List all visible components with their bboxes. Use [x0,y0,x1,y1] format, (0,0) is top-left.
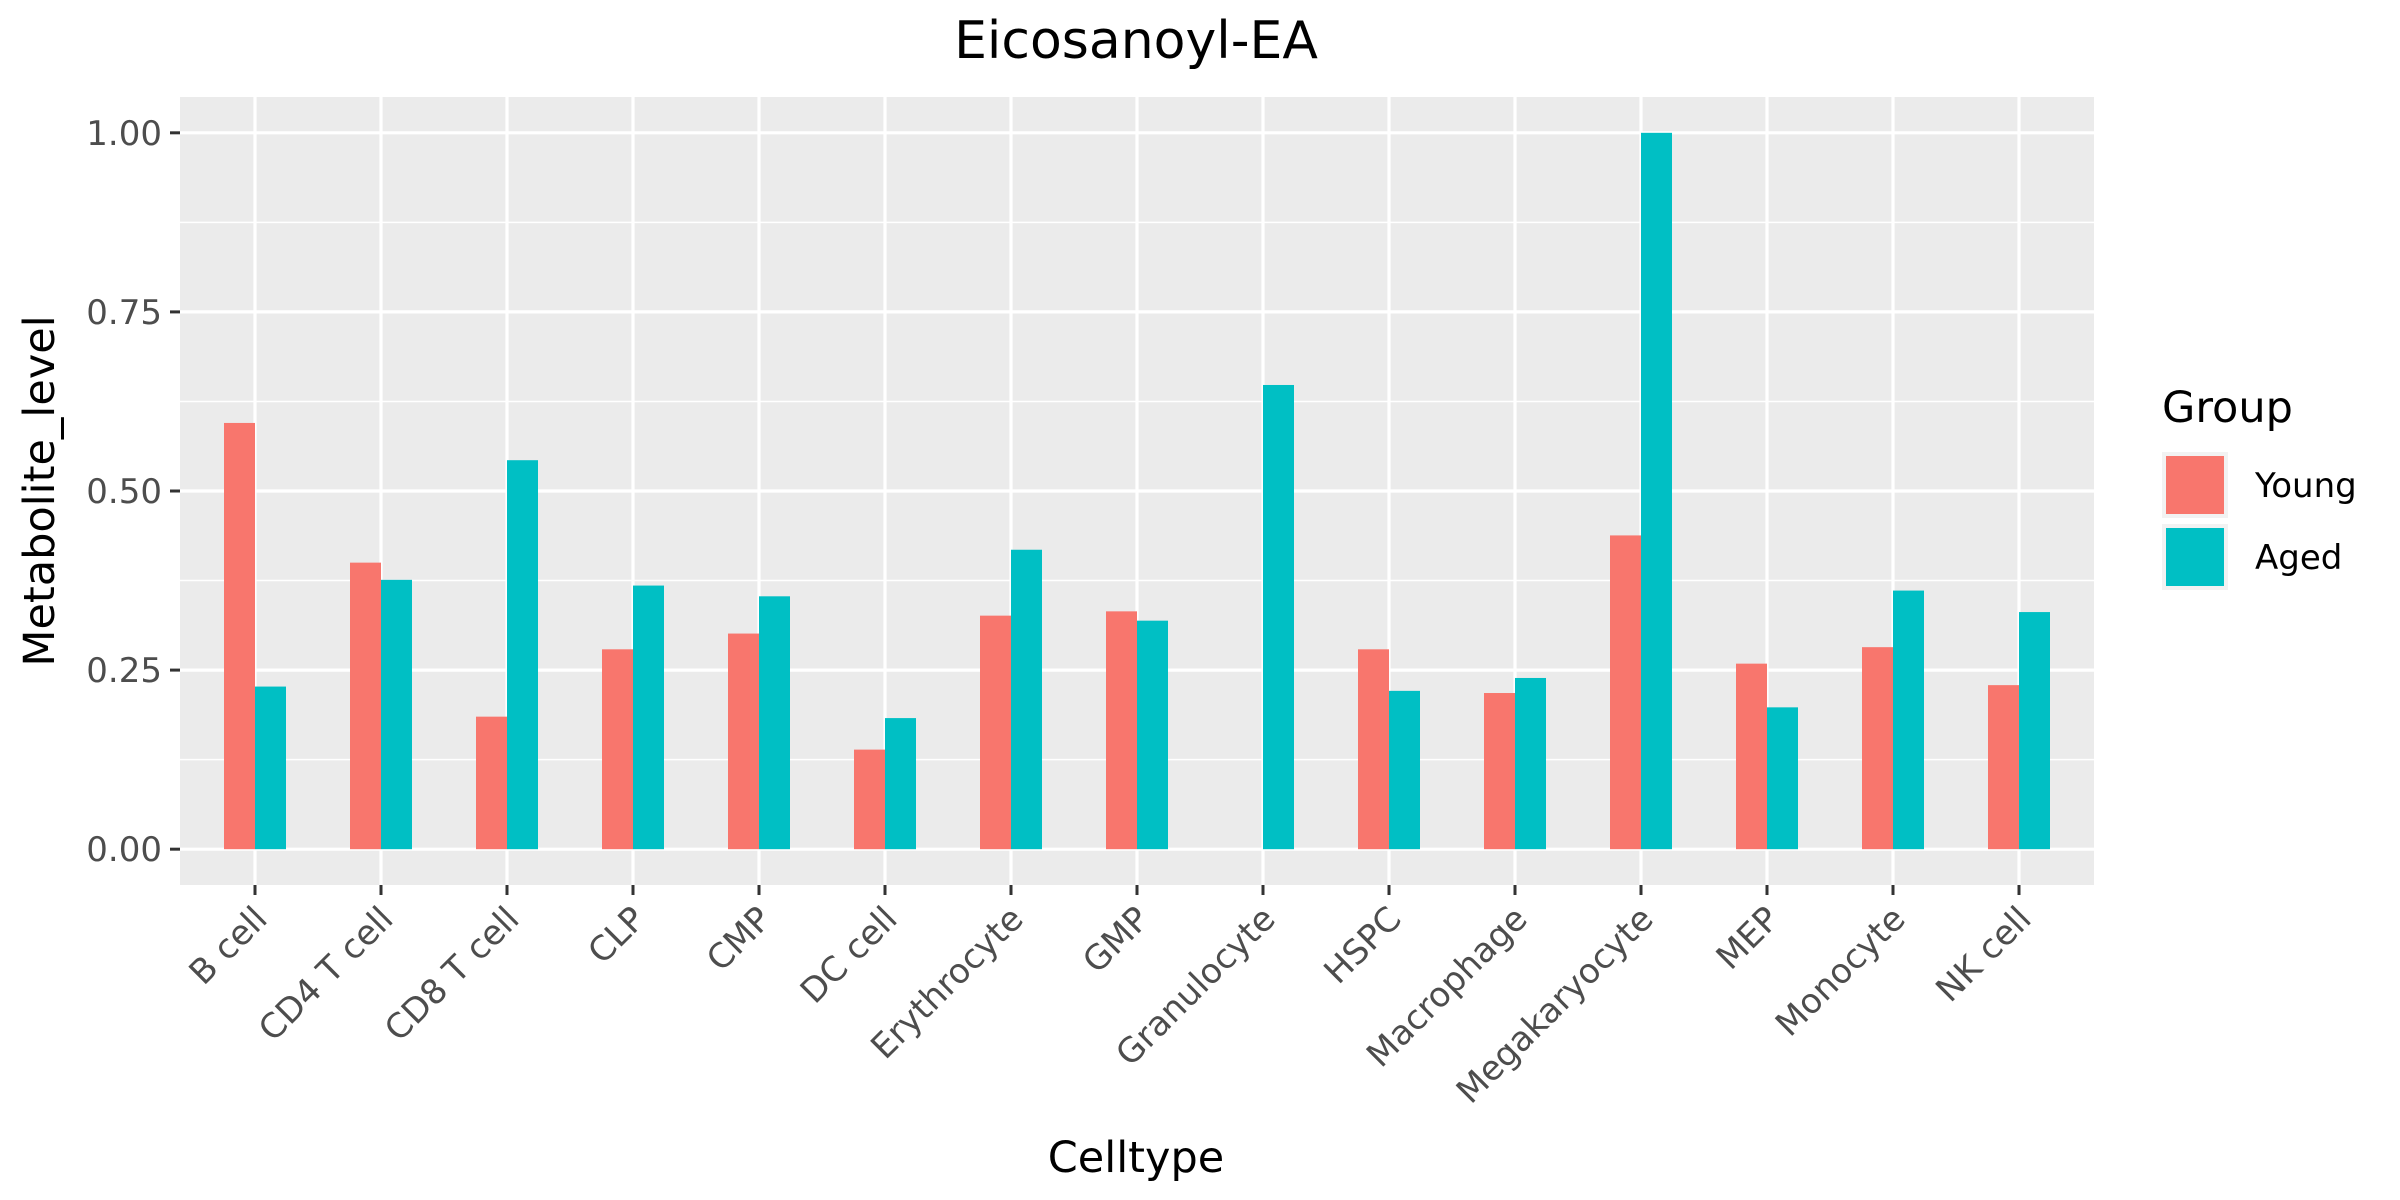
bar-aged-cmp [759,596,790,850]
bar-aged-erythrocyte [1011,549,1042,850]
bar-aged-macrophage [1515,677,1546,850]
bar-aged-granulocyte [1263,384,1294,850]
bar-aged-megakaryocyte [1641,132,1672,850]
bar-young-gmp [1106,611,1137,850]
bar-aged-dc-cell [885,718,916,850]
x-tick-label: CD8 T cell [377,899,527,1049]
legend-swatch-young [2166,456,2224,514]
x-tick-label: HSPC [1316,899,1409,992]
bar-aged-cd8-t-cell [507,460,538,850]
x-tick-label: DC cell [793,899,906,1012]
bars [224,132,2050,850]
bar-aged-gmp [1137,620,1168,850]
x-tick-label: GMP [1075,899,1157,981]
y-axis: 0.00 0.25 0.50 0.75 1.00 [86,114,180,870]
x-tick-label: Monocyte [1768,899,1913,1044]
bar-young-macrophage [1484,693,1515,850]
bar-young-monocyte [1862,647,1893,850]
legend-swatch-aged [2166,528,2224,586]
x-tick-label: MEP [1709,899,1788,978]
legend-label-aged: Aged [2255,538,2342,578]
bar-young-clp [602,649,633,850]
y-tick-label: 0.00 [86,830,162,870]
bar-young-b-cell [224,422,255,850]
legend: Group Young Aged [2162,383,2357,590]
bar-young-dc-cell [854,749,885,850]
bar-young-mep [1736,663,1767,850]
bar-aged-cd4-t-cell [381,579,412,850]
legend-title: Group [2162,383,2293,433]
bar-young-cd8-t-cell [476,716,507,850]
x-tick-label: NK cell [1928,899,2039,1010]
bar-young-nk-cell [1988,685,2019,850]
bar-aged-nk-cell [2019,612,2050,850]
x-tick-label: B cell [182,899,276,993]
bar-aged-clp [633,585,664,850]
y-tick-label: 0.75 [86,293,162,333]
y-tick-label: 0.25 [86,651,162,691]
bar-aged-mep [1767,707,1798,850]
bar-young-hspc [1358,649,1389,850]
chart-title: Eicosanoyl-EA [954,11,1318,71]
x-tick-label: CMP [699,899,779,979]
y-tick-label: 1.00 [86,114,162,154]
bar-young-erythrocyte [980,615,1011,850]
bar-aged-hspc [1389,690,1420,850]
bar-aged-b-cell [255,686,286,850]
bar-young-cmp [728,633,759,850]
bar-young-cd4-t-cell [350,562,381,850]
x-axis-title: Celltype [1048,1133,1224,1183]
x-tick-label: CD4 T cell [251,899,401,1049]
legend-label-young: Young [2254,466,2357,506]
bar-aged-monocyte [1893,590,1924,850]
x-tick-label: CLP [580,899,653,972]
y-axis-title: Metabolite_level [15,315,65,666]
y-tick-label: 0.50 [86,472,162,512]
bar-young-megakaryocyte [1610,535,1641,850]
